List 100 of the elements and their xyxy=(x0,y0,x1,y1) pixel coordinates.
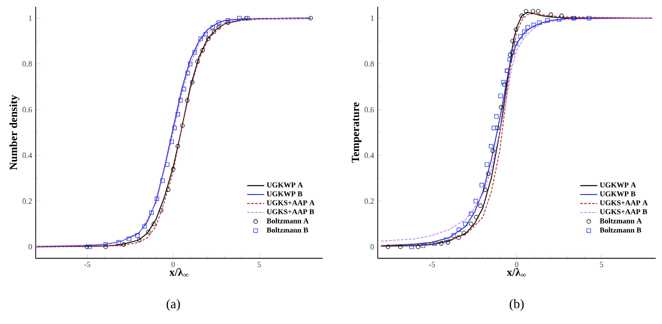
point xyxy=(514,41,518,46)
point xyxy=(522,30,527,34)
text: (b) xyxy=(510,299,524,311)
point xyxy=(502,82,507,87)
point xyxy=(216,20,221,25)
point xyxy=(536,9,540,14)
point xyxy=(172,126,177,130)
point xyxy=(398,244,403,250)
text: (a) xyxy=(166,299,180,311)
point xyxy=(456,236,461,240)
point xyxy=(495,126,500,130)
point xyxy=(166,187,170,192)
point xyxy=(136,238,142,242)
point xyxy=(474,214,478,220)
point xyxy=(462,230,466,236)
point xyxy=(84,244,90,250)
point xyxy=(176,112,180,116)
point xyxy=(462,222,468,226)
point xyxy=(182,86,186,92)
point xyxy=(142,224,147,228)
point xyxy=(518,34,523,39)
point xyxy=(474,198,478,204)
point xyxy=(498,94,503,98)
point xyxy=(158,208,164,212)
point xyxy=(103,242,108,247)
point xyxy=(180,123,185,128)
point xyxy=(478,203,483,208)
point xyxy=(488,144,494,148)
point xyxy=(116,240,121,244)
point xyxy=(508,57,512,62)
point xyxy=(192,50,197,55)
point xyxy=(226,20,230,25)
point xyxy=(468,222,474,226)
point xyxy=(545,18,550,23)
point xyxy=(164,162,170,167)
point xyxy=(524,9,528,14)
point xyxy=(170,166,176,172)
point xyxy=(510,50,515,55)
point xyxy=(530,9,536,14)
point xyxy=(490,148,495,153)
point xyxy=(526,25,530,30)
point xyxy=(149,210,154,215)
point xyxy=(432,241,437,246)
point xyxy=(198,36,203,41)
point xyxy=(508,52,512,57)
point xyxy=(548,12,554,17)
point xyxy=(439,241,444,246)
point xyxy=(498,105,504,110)
point xyxy=(557,17,562,22)
point xyxy=(237,16,242,20)
point xyxy=(226,18,230,23)
point xyxy=(188,62,192,66)
point xyxy=(416,244,420,250)
y-axis-title: Temperature xyxy=(352,102,362,163)
point xyxy=(482,187,488,192)
point xyxy=(510,38,515,44)
point xyxy=(212,30,216,34)
point xyxy=(160,178,165,183)
point xyxy=(486,171,491,176)
point xyxy=(444,238,448,242)
point xyxy=(87,244,92,250)
point xyxy=(519,14,524,18)
point xyxy=(586,16,592,20)
point xyxy=(146,230,151,234)
point xyxy=(103,244,108,250)
point xyxy=(210,25,215,30)
point xyxy=(537,20,542,25)
point xyxy=(200,48,205,52)
point xyxy=(154,196,160,202)
x-axis-title: x/λ$_{∞}$ xyxy=(169,268,188,277)
point xyxy=(492,126,496,130)
point xyxy=(185,70,190,76)
point xyxy=(206,36,210,41)
point xyxy=(178,98,183,103)
point xyxy=(501,80,506,84)
point xyxy=(456,228,462,232)
point xyxy=(152,222,156,226)
point xyxy=(514,27,518,32)
point xyxy=(409,244,414,250)
point xyxy=(452,233,456,238)
point xyxy=(135,233,140,238)
point xyxy=(203,32,208,36)
point xyxy=(190,80,194,84)
point xyxy=(494,114,499,119)
y-axis-title: Number density xyxy=(9,95,20,170)
point xyxy=(446,240,450,244)
x-axis-title: x/λ$_{∞}$ xyxy=(506,268,526,277)
point xyxy=(484,162,490,167)
point xyxy=(420,244,426,248)
point xyxy=(480,182,484,188)
point xyxy=(185,98,190,103)
point xyxy=(195,59,200,64)
point xyxy=(531,22,536,28)
point xyxy=(121,242,126,247)
point xyxy=(386,244,390,250)
point xyxy=(170,139,174,144)
point xyxy=(126,236,132,242)
point xyxy=(468,212,474,216)
point xyxy=(216,25,221,30)
point xyxy=(176,144,180,148)
